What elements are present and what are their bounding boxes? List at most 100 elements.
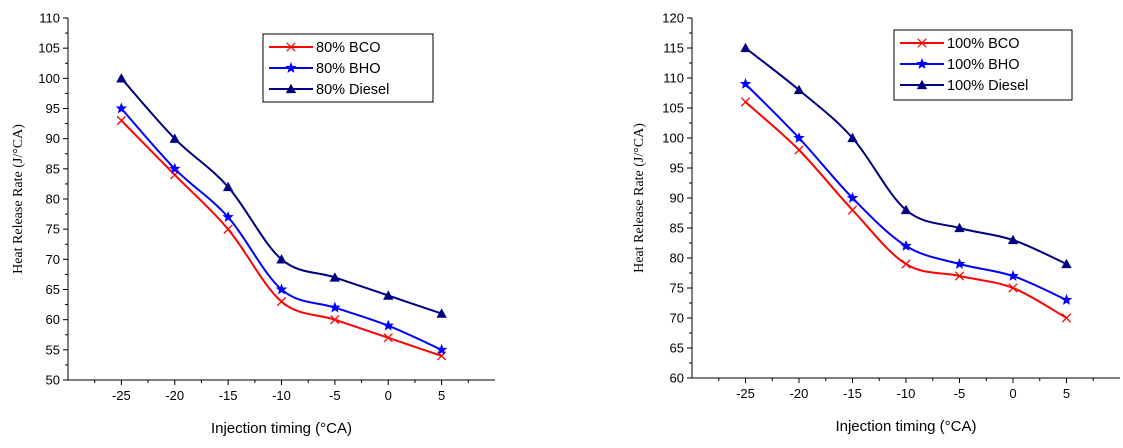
y-tick-label: 75 <box>46 222 60 237</box>
data-point <box>329 272 341 282</box>
data-point <box>116 73 127 83</box>
legend-marker <box>917 38 927 48</box>
y-tick-label: 110 <box>663 71 684 86</box>
data-point <box>116 115 127 126</box>
data-point <box>953 258 966 269</box>
y-axis-label: Heat Release Rate (J/°CA) <box>632 123 647 273</box>
data-point <box>276 254 287 264</box>
series-3 <box>116 73 447 318</box>
data-point <box>436 308 447 318</box>
data-point <box>330 315 340 325</box>
series-2 <box>739 78 1073 305</box>
y-axis-label: Heat Release Rate (J/°CA) <box>11 124 26 274</box>
data-point <box>275 283 288 295</box>
legend-label: 100% BHO <box>947 57 1020 73</box>
data-point <box>793 132 805 143</box>
y-tick-label: 65 <box>670 341 684 356</box>
data-point <box>1008 283 1018 293</box>
x-tick-label: -20 <box>165 388 184 403</box>
x-tick-label: -5 <box>329 388 341 403</box>
data-point <box>383 290 394 300</box>
series-1 <box>116 115 447 361</box>
data-point <box>900 204 912 215</box>
series-line <box>120 107 443 351</box>
y-tick-label: 70 <box>670 311 684 326</box>
y-tick-label: 80 <box>670 251 684 266</box>
data-point <box>846 192 859 203</box>
data-point <box>382 319 394 331</box>
y-tick-label: 90 <box>46 131 60 146</box>
data-point <box>900 240 912 251</box>
y-tick-label: 120 <box>662 11 684 26</box>
data-point <box>383 333 393 343</box>
data-point <box>169 162 181 174</box>
data-point <box>740 97 751 107</box>
x-tick-label: 5 <box>438 388 445 403</box>
x-tick-label: -5 <box>954 386 966 401</box>
series-line <box>120 77 442 315</box>
y-tick-label: 50 <box>46 373 60 388</box>
x-tick-label: 0 <box>385 388 392 403</box>
series-line <box>120 119 442 357</box>
y-tick-label: 75 <box>670 281 684 296</box>
x-tick-label: -25 <box>736 386 755 401</box>
data-point <box>1007 234 1019 245</box>
y-tick-label: 65 <box>46 282 60 297</box>
data-point <box>1061 258 1072 269</box>
data-point <box>329 301 341 313</box>
data-point <box>115 102 128 114</box>
data-point <box>169 133 180 143</box>
data-point <box>793 84 805 95</box>
data-point <box>954 222 965 233</box>
y-tick-label: 110 <box>39 11 60 26</box>
data-point <box>276 296 287 307</box>
data-point <box>223 224 233 234</box>
legend-marker <box>285 83 297 94</box>
legend-marker <box>916 58 928 69</box>
data-point <box>901 259 911 269</box>
legend-label: 80% BHO <box>316 61 380 77</box>
data-point <box>954 271 965 281</box>
data-point <box>740 42 751 53</box>
x-axis-label: Injection timing (°CA) <box>835 418 976 435</box>
legend: 80% BCO 80% BHO 80% Diesel <box>262 33 434 103</box>
legend-label: 80% BCO <box>316 40 380 56</box>
x-tick-label: -15 <box>219 388 238 403</box>
x-tick-label: -25 <box>112 388 131 403</box>
x-axis-label: Injection timing (°CA) <box>211 420 352 437</box>
series-1 <box>740 97 1072 323</box>
chart-2: 60 65 70 75 80 85 90 95 100 105 110 115 120 -25 -20 -15… <box>632 11 1120 435</box>
y-tick-label: 85 <box>670 221 684 236</box>
y-tick-label: 105 <box>38 41 60 56</box>
legend-label: 80% Diesel <box>316 82 389 98</box>
data-point <box>794 145 804 155</box>
x-tick-label: -10 <box>272 388 291 403</box>
data-point <box>1061 313 1072 323</box>
data-point <box>1007 270 1019 281</box>
y-tick-label: 85 <box>46 161 60 176</box>
legend-label: 100% Diesel <box>947 78 1028 94</box>
data-point <box>222 181 234 192</box>
y-tick-label: 95 <box>670 161 684 176</box>
data-point <box>847 205 858 215</box>
y-tick-label: 80 <box>46 192 60 207</box>
data-point <box>739 78 752 89</box>
y-tick-label: 100 <box>662 131 684 146</box>
y-tick-label: 90 <box>670 191 684 206</box>
x-tick-label: -15 <box>843 386 862 401</box>
x-tick-label: -20 <box>790 386 809 401</box>
y-tick-label: 70 <box>46 252 60 267</box>
x-tick-label: 0 <box>1009 386 1016 401</box>
y-tick-label: 55 <box>46 342 60 357</box>
y-tick-label: 100 <box>38 71 60 86</box>
legend: 100% BCO 100% BHO 100% Diesel <box>893 29 1073 101</box>
y-tick-label: 60 <box>46 312 60 327</box>
legend-marker <box>286 42 296 52</box>
legend-label: 100% BCO <box>947 36 1020 52</box>
legend-marker <box>285 62 297 73</box>
y-tick-label: 115 <box>663 41 684 56</box>
data-point <box>222 211 234 222</box>
